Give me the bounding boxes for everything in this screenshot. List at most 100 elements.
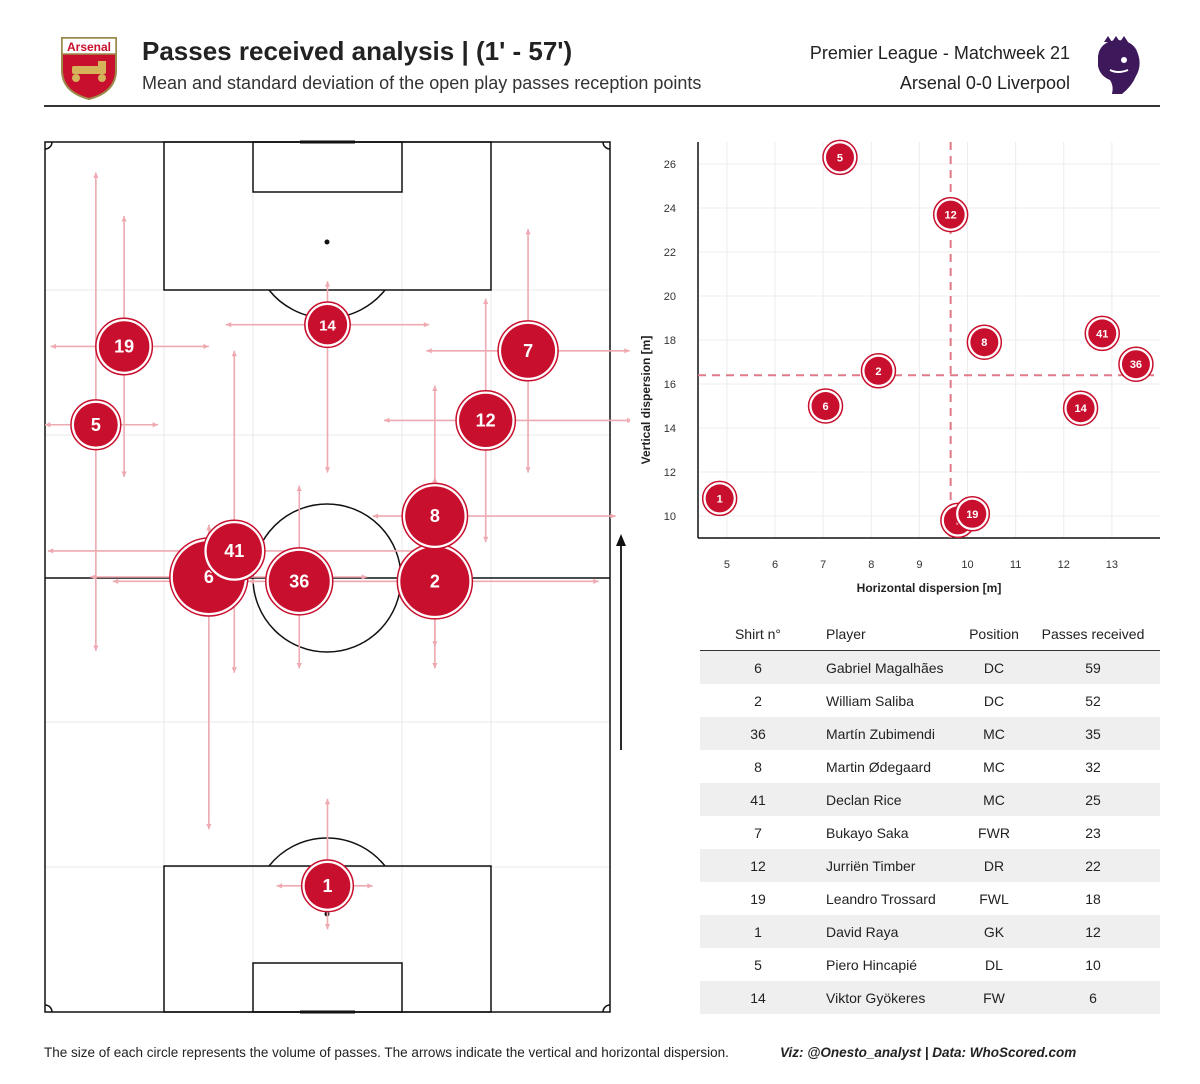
scatter-point: 19 bbox=[954, 496, 991, 532]
table-row: 12 Jurriën Timber DR 22 bbox=[700, 849, 1160, 882]
player-number-label: 19 bbox=[114, 336, 134, 356]
dispersion-arrows bbox=[45, 172, 630, 930]
scatter-point-label: 6 bbox=[822, 401, 828, 413]
scatter-point: 41 bbox=[1084, 315, 1120, 352]
scatter-mean-lines bbox=[698, 142, 1160, 538]
page-title: Passes received analysis | (1' - 57') bbox=[142, 36, 573, 66]
dispersion-arrow bbox=[231, 350, 237, 551]
y-tick-label: 26 bbox=[664, 159, 676, 171]
y-tick-label: 22 bbox=[664, 247, 676, 259]
scatter-x-axis-label: Horizontal dispersion [m] bbox=[857, 581, 1002, 595]
table-cell: DL bbox=[985, 956, 1003, 973]
player-marker: 12 bbox=[455, 389, 517, 451]
scatter-point: 1 bbox=[701, 480, 738, 517]
table-cell: 32 bbox=[1085, 758, 1101, 775]
scatter-point-label: 19 bbox=[966, 509, 978, 521]
table-cell: FWL bbox=[979, 890, 1009, 907]
y-tick-label: 12 bbox=[664, 467, 676, 479]
scatter-point: 12 bbox=[932, 196, 969, 233]
player-marker: 2 bbox=[396, 543, 474, 620]
player-number-label: 2 bbox=[430, 571, 440, 591]
scatter-y-axis-label: Vertical dispersion [m] bbox=[639, 336, 653, 465]
table-cell: 59 bbox=[1085, 659, 1101, 676]
table-row: 41 Declan Rice MC 25 bbox=[700, 783, 1160, 816]
page-subtitle: Mean and standard deviation of the open … bbox=[142, 73, 702, 93]
table-cell: 8 bbox=[754, 758, 762, 775]
column-header: Position bbox=[962, 618, 1026, 651]
header-divider bbox=[44, 105, 1160, 107]
footer-credit: Viz: @Onesto_analyst | Data: WhoScored.c… bbox=[780, 1045, 1077, 1060]
player-number-label: 5 bbox=[91, 415, 101, 435]
scatter-points: 5124183626141719 bbox=[701, 139, 1154, 539]
table-cell: Piero Hincapié bbox=[826, 956, 918, 973]
table-cell: William Saliba bbox=[826, 692, 914, 709]
table-cell: MC bbox=[983, 725, 1005, 742]
y-tick-label: 20 bbox=[664, 291, 676, 303]
x-tick-label: 10 bbox=[961, 559, 973, 571]
scatter-point-label: 1 bbox=[717, 493, 723, 505]
table-cell: 22 bbox=[1085, 857, 1101, 874]
crest-text: Arsenal bbox=[67, 40, 111, 54]
table-cell: 36 bbox=[750, 725, 766, 742]
x-tick-label: 13 bbox=[1106, 559, 1118, 571]
scatter-point-label: 41 bbox=[1096, 328, 1108, 340]
x-tick-label: 12 bbox=[1058, 559, 1070, 571]
column-header: Player bbox=[816, 618, 962, 651]
player-marker: 5 bbox=[70, 399, 122, 451]
table-row: 2 William Saliba DC 52 bbox=[700, 684, 1160, 717]
table-cell: 41 bbox=[750, 791, 766, 808]
table-cell: Martín Zubimendi bbox=[826, 725, 935, 742]
x-tick-label: 6 bbox=[772, 559, 778, 571]
table-row: 19 Leandro Trossard FWL 18 bbox=[700, 882, 1160, 915]
y-tick-label: 16 bbox=[664, 379, 676, 391]
scatter-axes bbox=[697, 142, 1160, 539]
table-cell: David Raya bbox=[826, 923, 899, 940]
player-marker: 14 bbox=[304, 301, 351, 349]
table-cell: 52 bbox=[1085, 692, 1101, 709]
table-cell: DR bbox=[983, 857, 1005, 874]
table-cell: 23 bbox=[1085, 824, 1101, 841]
table-cell: 6 bbox=[754, 659, 762, 676]
table-cell: 2 bbox=[754, 692, 762, 709]
table-cell: Bukayo Saka bbox=[826, 824, 909, 841]
player-marker: 19 bbox=[95, 317, 154, 376]
premier-league-logo-icon bbox=[1098, 36, 1140, 94]
table-cell: FWR bbox=[978, 824, 1010, 841]
player-marker: 36 bbox=[265, 547, 334, 616]
players-table: Shirt n° Player Position Passes received… bbox=[700, 618, 1160, 1014]
player-marker: 41 bbox=[202, 519, 266, 583]
scatter-point-label: 12 bbox=[945, 210, 957, 222]
scatter-point-label: 8 bbox=[981, 337, 987, 349]
table-cell: GK bbox=[983, 923, 1005, 940]
player-number-label: 6 bbox=[204, 567, 214, 587]
scatter-grid bbox=[698, 142, 1160, 538]
table-row: 7 Bukayo Saka FWR 23 bbox=[700, 816, 1160, 849]
dispersion-arrow bbox=[93, 424, 99, 651]
scatter-point: 5 bbox=[822, 139, 858, 176]
table-cell: DC bbox=[983, 692, 1005, 709]
dispersion-arrow bbox=[206, 577, 212, 830]
table-row: 8 Martin Ødegaard MC 32 bbox=[700, 750, 1160, 783]
table-cell: 10 bbox=[1085, 956, 1101, 973]
player-number-label: 1 bbox=[322, 876, 332, 896]
player-marker: 1 bbox=[300, 859, 355, 913]
table-header-row: Shirt n° Player Position Passes received bbox=[700, 618, 1160, 651]
player-number-label: 36 bbox=[289, 571, 309, 591]
table-cell: MC bbox=[983, 758, 1005, 775]
player-number-label: 14 bbox=[319, 318, 336, 335]
x-tick-label: 5 bbox=[724, 559, 730, 571]
scatter-point-label: 5 bbox=[837, 152, 843, 164]
table-cell: FW bbox=[983, 989, 1005, 1006]
table-cell: 12 bbox=[750, 857, 766, 874]
dispersion-arrow bbox=[93, 172, 99, 425]
table-cell: 12 bbox=[1085, 923, 1101, 940]
table-cell: 6 bbox=[1089, 989, 1097, 1006]
x-tick-label: 9 bbox=[916, 559, 922, 571]
dispersion-arrow bbox=[324, 324, 331, 473]
table-cell: Declan Rice bbox=[826, 791, 902, 808]
table-row: 36 Martín Zubimendi MC 35 bbox=[700, 717, 1160, 750]
table-cell: 1 bbox=[754, 923, 762, 940]
pitch-chart: 6 2 36 8 41 7 12 19 1 5 14 bbox=[44, 140, 630, 1014]
player-number-label: 8 bbox=[430, 506, 440, 526]
y-tick-label: 24 bbox=[664, 203, 676, 215]
